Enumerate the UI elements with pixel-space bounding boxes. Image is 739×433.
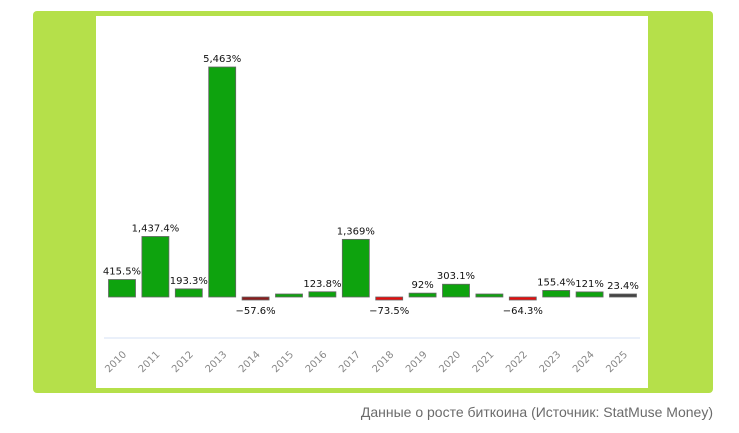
x-tick-label-2013: 2013 (204, 349, 230, 375)
x-tick-label-2010: 2010 (103, 349, 129, 375)
x-tick-label-2022: 2022 (504, 349, 530, 375)
data-label-2012: 193.3% (170, 276, 208, 287)
bar-2012 (174, 288, 203, 298)
data-label-2011: 1,437.4% (132, 223, 180, 234)
bar-2015 (275, 293, 303, 298)
data-label-2020: 303.1% (437, 271, 475, 282)
data-label-2024: 121% (575, 279, 604, 290)
x-tick-label-2016: 2016 (304, 349, 330, 375)
x-tick-label-2017: 2017 (337, 349, 363, 375)
bar-2018 (375, 296, 404, 301)
data-label-2016: 123.8% (303, 279, 341, 290)
bar-2025 (609, 293, 637, 298)
data-label-2014: −57.6% (236, 306, 276, 317)
bar-chart: 415.5% 2010 1,437.4% 2011 193.3% 2012 5,463% 20… (103, 54, 640, 375)
bar-2016 (308, 291, 337, 298)
data-label-2025: 23.4% (607, 281, 639, 292)
bar-2023 (542, 290, 571, 298)
x-tick-label-2021: 2021 (471, 349, 497, 375)
bar-2017 (341, 238, 370, 298)
data-label-2019: 92% (411, 280, 433, 291)
x-tick-label-2024: 2024 (571, 349, 597, 375)
bar-2010 (108, 279, 136, 298)
x-tick-label-2023: 2023 (538, 349, 564, 375)
x-tick-label-2019: 2019 (404, 349, 430, 375)
bar-2011 (141, 236, 170, 298)
chart-panel: 415.5% 2010 1,437.4% 2011 193.3% 2012 5,463% 20… (96, 16, 648, 388)
x-tick-label-2012: 2012 (170, 349, 196, 375)
data-label-2022: −64.3% (503, 306, 543, 317)
data-label-2018: −73.5% (369, 306, 409, 317)
chart-caption: Данные о росте биткоина (Источник: StatM… (360, 404, 713, 420)
x-tick-label-2018: 2018 (371, 349, 397, 375)
x-tick-label-2025: 2025 (604, 349, 630, 375)
bar-2013 (208, 66, 237, 298)
x-tick-label-2011: 2011 (137, 349, 163, 375)
data-label-2017: 1,369% (337, 226, 375, 237)
x-tick-label-2014: 2014 (237, 349, 263, 375)
bar-2022 (508, 296, 537, 301)
bar-2020 (442, 283, 470, 298)
x-tick-label-2020: 2020 (437, 349, 463, 375)
bar-2014 (241, 296, 270, 301)
bar-2021 (475, 293, 504, 298)
data-label-2013: 5,463% (203, 54, 241, 65)
x-tick-label-2015: 2015 (270, 349, 296, 375)
bar-2019 (408, 292, 437, 298)
data-label-2023: 155.4% (537, 277, 575, 288)
data-label-2010: 415.5% (103, 267, 141, 278)
bar-2024 (575, 291, 604, 298)
